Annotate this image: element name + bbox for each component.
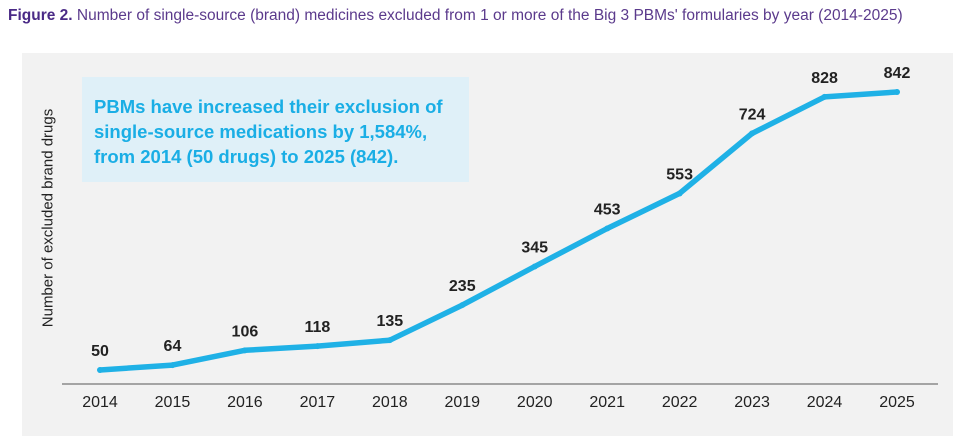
- figure-caption-text: Number of single-source (brand) medicine…: [76, 7, 903, 24]
- value-label-2014: 50: [91, 343, 109, 360]
- x-tick-label-2022: 2022: [662, 394, 698, 411]
- value-label-2022: 553: [666, 166, 693, 183]
- data-point-2024: [821, 93, 828, 100]
- figure-label: Figure 2.: [8, 7, 73, 24]
- data-point-2023: [749, 130, 756, 137]
- data-point-2016: [241, 347, 248, 354]
- x-tick-label-2018: 2018: [372, 394, 408, 411]
- callout-box: PBMs have increased their exclusion of s…: [82, 77, 469, 182]
- x-tick-label-2023: 2023: [734, 394, 770, 411]
- x-tick-label-2024: 2024: [807, 394, 843, 411]
- series-line: [97, 89, 900, 373]
- x-tick-label-2019: 2019: [444, 394, 480, 411]
- x-tick-label-2020: 2020: [517, 394, 553, 411]
- value-label-2020: 345: [521, 239, 548, 256]
- x-tick-label-2014: 2014: [82, 394, 118, 411]
- data-point-2014: [97, 367, 103, 373]
- data-point-2025: [894, 89, 900, 95]
- data-point-2018: [386, 337, 393, 344]
- value-label-2025: 842: [884, 65, 911, 82]
- x-tick-label-2016: 2016: [227, 394, 263, 411]
- value-label-2019: 235: [449, 278, 476, 295]
- data-point-2017: [314, 343, 321, 350]
- value-label-2015: 64: [164, 338, 182, 355]
- data-point-2019: [459, 302, 466, 309]
- value-label-2016: 106: [232, 323, 259, 340]
- x-tick-label-2025: 2025: [879, 394, 915, 411]
- figure-caption: Figure 2. Number of single-source (brand…: [8, 6, 953, 25]
- x-tick-label-2015: 2015: [155, 394, 191, 411]
- value-label-2018: 135: [376, 313, 403, 330]
- data-point-2015: [169, 362, 176, 369]
- value-label-2021: 453: [594, 202, 621, 219]
- x-tick-label-2021: 2021: [589, 394, 625, 411]
- value-label-2017: 118: [304, 319, 330, 336]
- callout-text: PBMs have increased their exclusion of s…: [94, 96, 443, 167]
- data-point-2021: [604, 225, 611, 232]
- y-axis-label: Number of excluded brand drugs: [39, 108, 57, 328]
- value-label-2023: 724: [739, 106, 766, 123]
- data-point-2022: [676, 190, 683, 197]
- value-label-2024: 828: [811, 70, 838, 87]
- data-point-2020: [531, 263, 538, 270]
- x-tick-label-2017: 2017: [300, 394, 336, 411]
